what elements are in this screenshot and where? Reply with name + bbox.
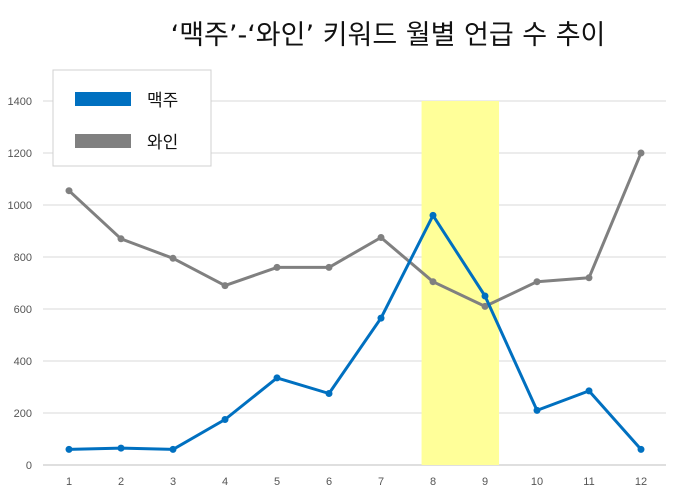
data-point-wine <box>169 254 177 262</box>
x-tick-label: 5 <box>274 476 280 488</box>
chart-title: ‘맥주’-‘와인’ 키워드 월별 언급 수 추이 <box>171 20 606 51</box>
data-point-wine <box>273 263 281 271</box>
x-tick-label: 11 <box>583 476 594 488</box>
series-line-wine <box>67 151 643 308</box>
data-point-beer <box>637 445 645 453</box>
data-point-beer <box>325 390 333 397</box>
y-tick-label: 400 <box>14 356 32 368</box>
legend-label-wine: 와인 <box>147 133 178 153</box>
data-point-beer <box>429 211 437 219</box>
data-point-beer <box>481 292 489 300</box>
data-point-beer <box>533 406 541 414</box>
legend: 맥주 와인 <box>52 69 212 167</box>
data-point-beer <box>377 314 385 322</box>
data-point-wine <box>585 274 593 282</box>
y-tick-label: 600 <box>14 304 32 316</box>
x-tick-label: 12 <box>635 476 647 488</box>
y-tick-label: 1200 <box>8 148 32 160</box>
data-point-beer <box>169 445 177 453</box>
data-point-wine <box>325 263 333 271</box>
data-point-wine <box>481 302 489 310</box>
y-tick-label: 1000 <box>8 200 32 212</box>
x-tick-label: 2 <box>118 476 124 488</box>
x-tick-label: 7 <box>378 476 384 488</box>
x-tick-label: 9 <box>482 476 488 488</box>
data-point-beer <box>65 445 73 453</box>
x-tick-label: 6 <box>326 476 332 488</box>
series-line-beer <box>67 213 643 451</box>
x-tick-label: 10 <box>531 476 543 488</box>
data-point-wine <box>117 235 125 243</box>
data-point-wine <box>429 278 437 286</box>
legend-swatch-wine <box>75 134 131 148</box>
data-point-beer <box>221 416 229 423</box>
x-tick-label: 4 <box>222 476 228 488</box>
data-point-wine <box>637 149 645 157</box>
y-tick-label: 800 <box>14 252 32 264</box>
legend-swatch-beer <box>75 92 131 106</box>
y-tick-label: 0 <box>26 460 32 472</box>
data-point-wine <box>533 278 541 286</box>
data-point-wine <box>65 187 73 195</box>
legend-label-beer: 맥주 <box>147 91 178 111</box>
y-tick-label: 1400 <box>8 96 32 108</box>
x-tick-label: 1 <box>66 476 72 488</box>
series-group <box>65 149 645 453</box>
data-point-beer <box>273 374 281 382</box>
data-point-wine <box>221 282 229 290</box>
x-tick-label: 8 <box>430 476 436 488</box>
y-tick-label: 200 <box>14 408 32 420</box>
data-point-beer <box>117 444 125 452</box>
data-point-wine <box>377 234 385 241</box>
x-tick-label: 3 <box>170 476 176 488</box>
data-point-beer <box>585 387 593 395</box>
legend-box <box>52 69 212 167</box>
